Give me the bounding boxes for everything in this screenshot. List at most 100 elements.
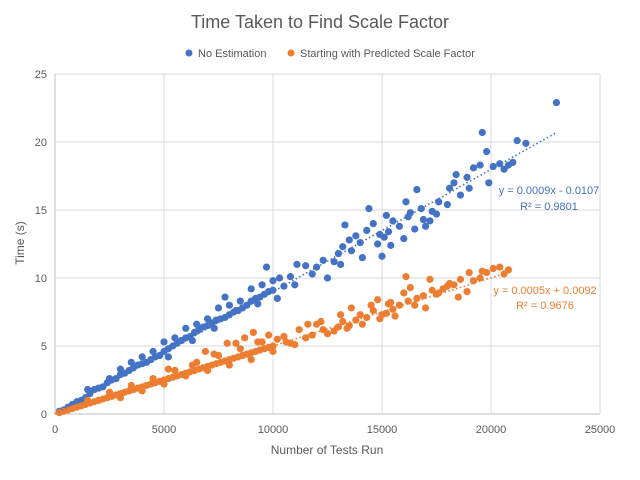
point-no-estimation (552, 98, 561, 107)
trendline-equation-predicted: y = 0.0005x + 0.0092 (493, 285, 596, 297)
point-predicted-scale-factor (347, 304, 356, 312)
point-no-estimation (356, 239, 364, 247)
legend-marker-predicted-scale-factor (287, 49, 295, 57)
point-no-estimation (275, 274, 284, 282)
legend-label-predicted-scale-factor: Starting with Predicted Scale Factor (300, 48, 475, 60)
point-predicted-scale-factor (265, 331, 273, 339)
point-no-estimation (478, 128, 486, 137)
point-no-estimation (254, 300, 262, 308)
point-predicted-scale-factor (419, 292, 428, 300)
point-predicted-scale-factor (232, 339, 240, 347)
point-predicted-scale-factor (236, 345, 244, 353)
x-tick-label: 25000 (585, 424, 616, 436)
point-predicted-scale-factor (411, 301, 419, 309)
point-no-estimation (422, 222, 430, 230)
point-no-estimation (160, 338, 168, 346)
y-tick-label: 0 (41, 409, 47, 421)
point-no-estimation (378, 252, 386, 260)
point-predicted-scale-factor (105, 388, 114, 396)
point-predicted-scale-factor (116, 394, 124, 402)
point-no-estimation (210, 324, 218, 332)
trendline-equation-no-estimation: y = 0.0009x - 0.0107 (499, 185, 600, 197)
point-predicted-scale-factor (413, 294, 421, 302)
point-no-estimation (522, 139, 530, 147)
point-no-estimation (380, 233, 388, 241)
y-tick-label: 20 (35, 137, 47, 149)
point-predicted-scale-factor (465, 268, 473, 277)
point-predicted-scale-factor (387, 298, 395, 307)
point-predicted-scale-factor (282, 338, 290, 346)
point-predicted-scale-factor (247, 356, 255, 364)
point-predicted-scale-factor (225, 361, 233, 369)
legend: No Estimation Starting with Predicted Sc… (185, 48, 475, 60)
point-predicted-scale-factor (295, 326, 303, 334)
y-axis-title: Time (s) (13, 221, 27, 265)
point-no-estimation (291, 281, 299, 289)
point-no-estimation (483, 147, 491, 156)
point-predicted-scale-factor (426, 275, 434, 283)
point-no-estimation (339, 243, 347, 251)
point-no-estimation (286, 273, 295, 281)
legend-marker-no-estimation (185, 49, 193, 57)
point-predicted-scale-factor (84, 396, 92, 404)
point-predicted-scale-factor (406, 283, 414, 292)
point-no-estimation (450, 179, 458, 187)
point-predicted-scale-factor (210, 350, 218, 358)
point-no-estimation (330, 258, 338, 266)
point-no-estimation (496, 160, 504, 168)
x-axis-title: Number of Tests Run (271, 443, 384, 457)
point-predicted-scale-factor (400, 289, 408, 297)
point-predicted-scale-factor (308, 331, 316, 339)
point-predicted-scale-factor (160, 380, 168, 388)
point-no-estimation (188, 336, 196, 345)
point-no-estimation (389, 217, 397, 225)
point-no-estimation (258, 281, 266, 289)
point-no-estimation (116, 365, 124, 373)
point-predicted-scale-factor (463, 288, 471, 296)
point-predicted-scale-factor (182, 372, 190, 380)
point-no-estimation (395, 222, 404, 230)
point-predicted-scale-factor (445, 279, 454, 288)
point-no-estimation (105, 375, 114, 383)
point-predicted-scale-factor (323, 330, 332, 338)
point-predicted-scale-factor (171, 366, 179, 375)
point-predicted-scale-factor (374, 296, 382, 304)
point-no-estimation (293, 260, 301, 268)
point-no-estimation (509, 158, 517, 166)
x-tick-label: 15000 (367, 424, 398, 436)
point-no-estimation (426, 217, 434, 225)
point-no-estimation (363, 226, 371, 234)
point-no-estimation (308, 270, 316, 278)
gridlines (54, 73, 601, 415)
point-predicted-scale-factor (201, 347, 210, 356)
point-predicted-scale-factor (343, 324, 351, 332)
x-tick-label: 5000 (152, 424, 176, 436)
x-tick-label: 10000 (258, 424, 289, 436)
point-no-estimation (225, 301, 233, 309)
point-predicted-scale-factor (291, 341, 299, 349)
point-predicted-scale-factor (363, 313, 371, 322)
point-predicted-scale-factor (149, 375, 157, 383)
point-predicted-scale-factor (188, 361, 196, 369)
point-no-estimation (193, 320, 201, 328)
point-predicted-scale-factor (280, 332, 288, 341)
point-predicted-scale-factor (422, 304, 430, 312)
point-predicted-scale-factor (164, 365, 172, 373)
point-no-estimation (435, 198, 443, 206)
point-no-estimation (214, 304, 223, 312)
point-no-estimation (149, 347, 157, 356)
point-no-estimation (374, 240, 382, 248)
point-no-estimation (358, 254, 366, 262)
point-no-estimation (452, 171, 460, 179)
point-no-estimation (419, 215, 428, 224)
x-tick-label: 20000 (476, 424, 507, 436)
point-predicted-scale-factor (269, 347, 277, 356)
point-no-estimation (302, 262, 310, 270)
x-tick-label: 0 (52, 424, 58, 436)
point-no-estimation (138, 353, 146, 361)
point-no-estimation (247, 285, 255, 293)
point-predicted-scale-factor (432, 290, 441, 298)
point-predicted-scale-factor (404, 297, 412, 305)
chart-title: Time Taken to Find Scale Factor (191, 12, 449, 32)
